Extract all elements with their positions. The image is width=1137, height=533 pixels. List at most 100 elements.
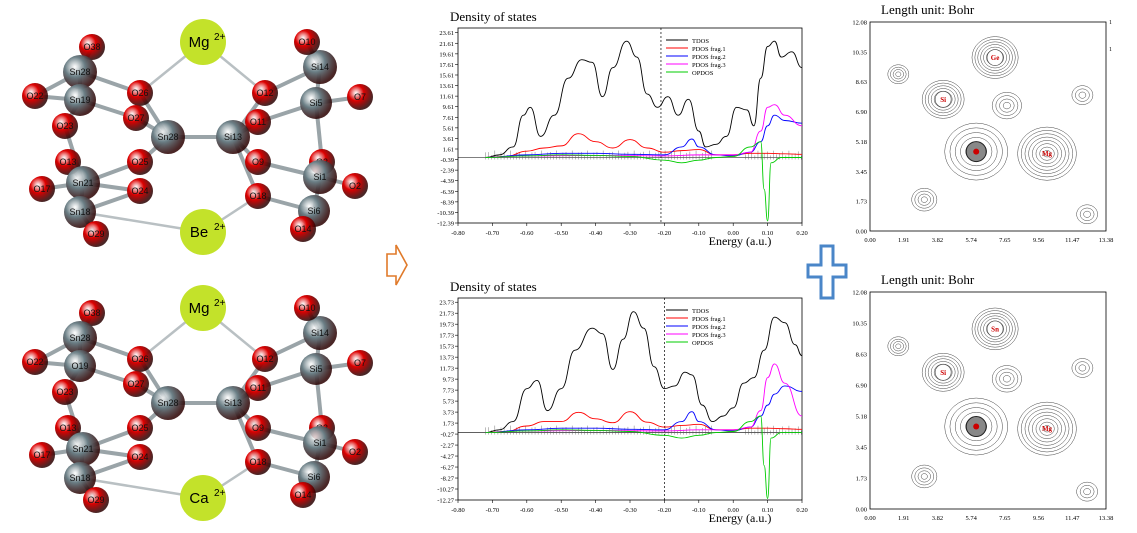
legend-label: OPDOS bbox=[692, 70, 714, 77]
oxygen-atom bbox=[294, 29, 320, 55]
contour bbox=[1083, 210, 1091, 218]
contour bbox=[924, 82, 962, 116]
oxygen-atom bbox=[79, 300, 105, 326]
x-tick-label: -0.20 bbox=[658, 230, 672, 237]
contour-map-top-svg: Length unit: Bohr 0.00 1.91 3.82 5.74 7.65 9.5… bbox=[852, 2, 1113, 244]
atom-label: Sn18 bbox=[69, 473, 90, 483]
y-tick-label: 3.61 bbox=[443, 136, 454, 143]
x-axis-label: Energy (a.u.) bbox=[709, 511, 772, 525]
x-tick-label: -0.40 bbox=[589, 230, 603, 237]
oxygen-atom bbox=[342, 173, 368, 199]
dos-chart-top: Density of states 23.61 21.61 19.61 17.61 15.… bbox=[410, 0, 822, 248]
contour bbox=[1021, 405, 1073, 453]
atom-label: Si6 bbox=[307, 472, 320, 482]
cation-charge: 2+ bbox=[214, 298, 226, 309]
contour bbox=[917, 193, 931, 206]
atom-label: O11 bbox=[250, 383, 266, 393]
contour bbox=[1028, 136, 1066, 171]
atom-label: O12 bbox=[256, 88, 273, 98]
atom-label: O14 bbox=[294, 490, 311, 500]
metal-atom bbox=[64, 350, 96, 382]
x-tick-label: 13.38 bbox=[1099, 515, 1114, 522]
contour bbox=[1079, 207, 1095, 221]
y-tick-label: 10.35 bbox=[852, 321, 867, 328]
x-tick-label: -0.80 bbox=[451, 230, 465, 237]
series-line bbox=[485, 411, 803, 434]
metal-atom bbox=[151, 120, 185, 154]
contour bbox=[1076, 204, 1098, 225]
y-tick-label: 11.73 bbox=[440, 366, 454, 373]
contour bbox=[930, 361, 956, 384]
contour bbox=[1078, 91, 1087, 99]
atom-label: O29 bbox=[87, 229, 104, 239]
cation-label: Ca bbox=[189, 490, 209, 507]
contour bbox=[911, 188, 938, 212]
atom-label: Sn28 bbox=[157, 132, 178, 142]
contour bbox=[1035, 143, 1059, 164]
atom-marker bbox=[986, 49, 1004, 66]
atom-label: O23 bbox=[56, 121, 73, 131]
contour bbox=[999, 98, 1015, 113]
x-tick-label: -0.50 bbox=[554, 507, 568, 514]
oxygen-atom bbox=[127, 444, 153, 470]
x-tick-label: 0.00 bbox=[728, 230, 739, 237]
dos-chart-bottom-svg: Density of states 23.73 21.73 19.73 17.73 15.… bbox=[437, 279, 807, 525]
oxygen-atom bbox=[245, 375, 271, 401]
oxygen-atom bbox=[245, 109, 271, 135]
metal-atom bbox=[64, 196, 96, 228]
x-tick-label: 0.10 bbox=[762, 507, 773, 514]
oxygen-atom bbox=[294, 295, 320, 321]
oxygen-atom bbox=[29, 442, 55, 468]
edge-label: 1 bbox=[1109, 20, 1112, 26]
molecule-bottom-svg: O38 Sn28 O22 O19 O23 O26 O27 Sn28 O13 O25 Sn21 O17 O… bbox=[22, 285, 373, 521]
oxygen-atom bbox=[83, 221, 109, 247]
y-tick-label: 1.73 bbox=[443, 421, 454, 428]
molecule-top: O38 Sn28 O22 Sn19 O23 O26 O27 Sn28 O13 O25 Sn21 O17… bbox=[0, 0, 390, 262]
oxygen-atom bbox=[245, 183, 271, 209]
y-tick-label: -4.39 bbox=[440, 178, 454, 185]
contour bbox=[1017, 401, 1077, 456]
oxygen-atom bbox=[342, 439, 368, 465]
contour-lines bbox=[887, 307, 1098, 502]
cation-label: Mg bbox=[189, 34, 210, 51]
x-tick-label: -0.40 bbox=[589, 507, 603, 514]
legend-label: PDOS frag.2 bbox=[692, 54, 726, 61]
atom-label: O7 bbox=[354, 92, 366, 102]
metal-atom bbox=[66, 166, 100, 200]
x-tick-label: 7.65 bbox=[999, 237, 1010, 244]
atom-label: O18 bbox=[249, 457, 266, 467]
y-tick-label: 13.73 bbox=[439, 355, 454, 362]
plus-icon bbox=[806, 244, 848, 300]
atom-marker bbox=[986, 320, 1004, 338]
atom-label: O38 bbox=[83, 42, 100, 52]
atom-label: O19 bbox=[71, 361, 88, 371]
contour bbox=[892, 341, 904, 352]
x-tick-label: 0.00 bbox=[864, 237, 875, 244]
metal-atom bbox=[303, 50, 337, 84]
y-tick-label: 13.61 bbox=[439, 83, 454, 90]
metal-atom bbox=[303, 426, 337, 460]
x-tick-label: 0.00 bbox=[728, 507, 739, 514]
contour bbox=[1024, 133, 1070, 174]
atom-label: O10 bbox=[298, 303, 315, 313]
x-tick-label: -0.30 bbox=[623, 230, 637, 237]
legend-label: OPDOS bbox=[692, 340, 714, 347]
oxygen-atom bbox=[290, 216, 316, 242]
edge-label: 1 bbox=[1109, 47, 1112, 53]
y-tick-label: 5.61 bbox=[443, 125, 454, 132]
y-tick-label: 3.45 bbox=[856, 169, 867, 176]
oxygen-atom bbox=[127, 149, 153, 175]
atom-label: O27 bbox=[127, 379, 144, 389]
contour bbox=[1035, 418, 1059, 439]
contour bbox=[890, 66, 907, 82]
oxygen-atom bbox=[245, 449, 271, 475]
contour bbox=[887, 64, 910, 84]
atom-label: O17 bbox=[33, 184, 50, 194]
contour bbox=[977, 41, 1013, 74]
y-tick-label: 19.73 bbox=[439, 322, 454, 329]
atom-label: Sn21 bbox=[72, 444, 93, 454]
atom-label: O2 bbox=[349, 447, 361, 457]
contour bbox=[1002, 375, 1011, 383]
contour bbox=[980, 315, 1010, 343]
y-tick-label: 3.45 bbox=[856, 445, 867, 452]
